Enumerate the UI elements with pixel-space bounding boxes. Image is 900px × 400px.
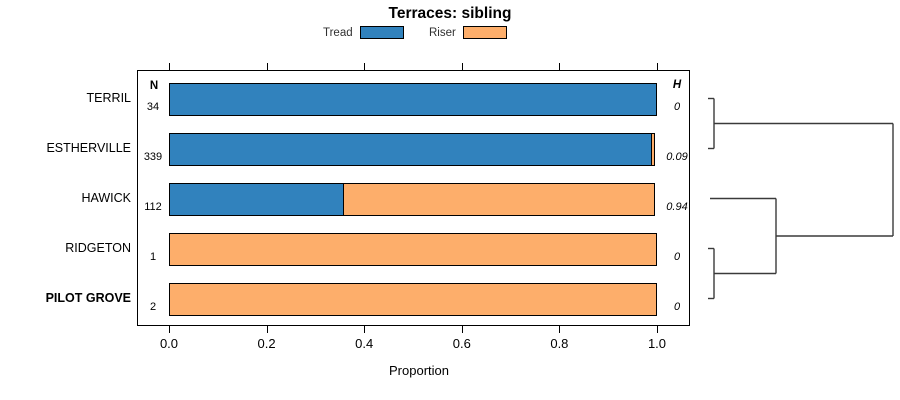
tread-swatch	[359, 26, 404, 39]
bar-segment-tread	[169, 83, 657, 116]
bar-pilot-grove	[169, 283, 657, 316]
n-value: 112	[144, 201, 162, 213]
n-value: 34	[146, 101, 160, 113]
axis-tick-label: 0.4	[355, 336, 374, 351]
n-column-header: N	[149, 80, 159, 92]
axis-tick	[364, 326, 366, 333]
h-value: 0.09	[666, 151, 688, 163]
axis-tick	[461, 326, 463, 333]
plot-area: N H 34 0 339 0.09 112 0.94 1 0 2 0	[137, 70, 690, 326]
category-label-terril: TERRIL	[86, 90, 131, 105]
axis-tick	[364, 63, 366, 70]
bar-segment-riser	[650, 133, 656, 166]
bar-hawick	[169, 183, 657, 216]
h-value: 0	[673, 101, 681, 113]
legend-item-tread: Tread	[323, 26, 404, 39]
category-label-pilot-grove: PILOT GROVE	[45, 290, 131, 305]
n-value: 339	[143, 151, 163, 163]
axis-tick-label: 0.8	[550, 336, 569, 351]
axis-tick	[657, 63, 658, 70]
axis-tick-label: 0.6	[452, 336, 471, 351]
axis-tick	[266, 326, 268, 333]
axis-tick	[461, 63, 463, 70]
category-label-estherville: ESTHERVILLE	[46, 140, 131, 155]
axis-tick	[559, 326, 561, 333]
axis-tick-label: 0.2	[257, 336, 276, 351]
n-value: 2	[149, 301, 157, 313]
riser-swatch	[462, 26, 507, 39]
h-value: 0	[673, 251, 681, 263]
chart-title: Terraces: sibling	[388, 5, 512, 22]
category-label-ridgeton: RIDGETON	[65, 240, 131, 255]
bar-segment-riser	[169, 233, 657, 266]
axis-tick-label: 1.0	[647, 336, 667, 351]
bar-ridgeton	[169, 233, 657, 266]
axis-tick-label: 0.0	[159, 336, 179, 351]
h-column-header: H	[672, 79, 682, 91]
h-value: 0.94	[666, 201, 688, 213]
bar-segment-riser	[169, 283, 657, 316]
axis-tick	[169, 63, 170, 70]
bar-terril	[169, 83, 657, 116]
axis-tick	[657, 326, 658, 333]
legend-item-riser: Riser	[429, 26, 507, 39]
h-value: 0	[673, 301, 681, 313]
bar-segment-tread	[169, 133, 653, 166]
bar-segment-tread	[169, 183, 345, 216]
bar-segment-riser	[343, 183, 656, 216]
x-axis-title: Proportion	[389, 363, 449, 378]
n-value: 1	[149, 251, 157, 263]
legend-label-tread: Tread	[323, 26, 353, 39]
bar-estherville	[169, 133, 657, 166]
axis-tick	[169, 326, 170, 333]
legend-label-riser: Riser	[429, 26, 456, 39]
category-label-hawick: HAWICK	[81, 190, 131, 205]
axis-tick	[559, 63, 561, 70]
axis-tick	[266, 63, 268, 70]
